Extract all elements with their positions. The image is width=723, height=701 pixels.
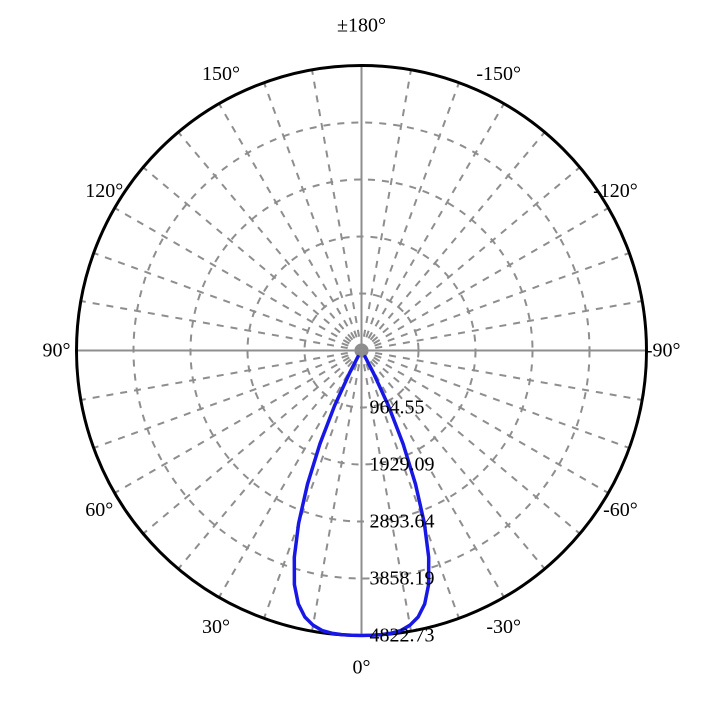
angle-label: 120° <box>85 180 123 202</box>
angle-label: -30° <box>486 616 521 638</box>
radial-label: 2893.64 <box>370 511 435 533</box>
angle-label: 150° <box>202 63 240 85</box>
angle-label: 30° <box>202 616 230 638</box>
radial-label: 4822.73 <box>370 625 435 647</box>
radial-label: 3858.19 <box>370 568 435 590</box>
angle-label: -60° <box>603 499 638 521</box>
angle-label: 90° <box>43 340 71 362</box>
radial-label: 964.55 <box>370 397 425 419</box>
angle-label: -120° <box>593 180 638 202</box>
angle-label: -150° <box>476 63 521 85</box>
angle-label: 60° <box>85 499 113 521</box>
angle-label: -90° <box>646 340 681 362</box>
radial-label: 1929.09 <box>370 454 435 476</box>
angle-label: ±180° <box>337 15 386 37</box>
polar-chart: ±180° -150° -120° -90° -60° -30° 0° 30° 60° 90° 12… <box>0 0 723 701</box>
angle-label: 0° <box>353 657 371 679</box>
